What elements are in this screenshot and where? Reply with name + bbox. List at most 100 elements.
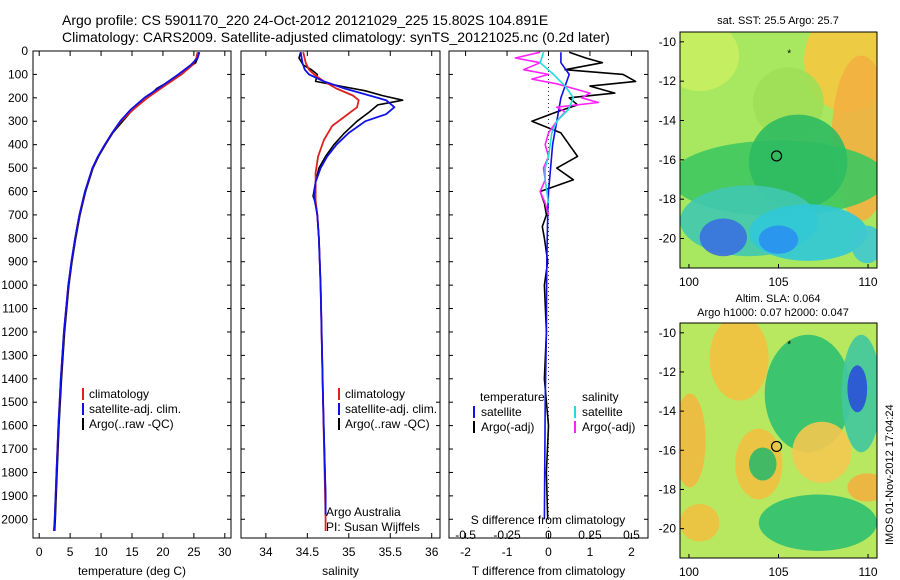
temperature-profile-xtick-label: 30 [218, 545, 232, 559]
depth-tick-label: 1200 [1, 325, 28, 339]
sla-map-ytick-label: -12 [659, 365, 677, 379]
salinity-profile-xlabel: salinity [322, 564, 359, 578]
sst-map-blob [748, 114, 848, 209]
depth-tick-label: 800 [8, 231, 28, 245]
sst-map-blob [758, 225, 799, 254]
depth-tick-label: 500 [8, 161, 28, 175]
profile-title-line2: Climatology: CARS2009. Satellite-adjuste… [62, 29, 610, 45]
temperature-profile-xtick-label: 5 [67, 545, 74, 559]
sla-map-ytick-label: -14 [659, 404, 677, 418]
difference-profile-xtick-label: -1 [502, 545, 513, 559]
salinity-argo-difference-line [514, 51, 600, 216]
sla-map-ytick-label: -18 [659, 482, 677, 496]
sst-map-star-marker: * [787, 49, 791, 60]
salinity-legend-label: climatology [345, 387, 405, 401]
sst-map-blob [699, 218, 747, 257]
difference-profile-xlabel: T difference from climatology [472, 564, 626, 578]
sst-map-blob [851, 225, 877, 264]
sst-map-ytick-label: -10 [659, 35, 677, 49]
sst-map-ytick-label: -20 [659, 232, 677, 246]
salinity-profile-frame [240, 50, 441, 539]
s-difference-tick-label: -0.5 [455, 528, 476, 542]
sst-map-group [679, 31, 878, 269]
sst-map-xtick-label: 110 [858, 275, 877, 289]
difference-legend-label: satellite [481, 405, 522, 419]
temperature-satellite-line [53, 51, 201, 532]
argo-australia-label: Argo Australia [326, 505, 401, 519]
depth-tick-label: 700 [8, 208, 28, 222]
temperature-legend-label: satellite-adj. clim. [89, 402, 181, 416]
depth-tick-label: 1700 [1, 442, 28, 456]
temperature-argo-line [53, 52, 200, 532]
sla-map-xtick-label: 110 [858, 565, 877, 579]
sla-map-float-marker [770, 440, 783, 453]
sst-map-field [680, 32, 877, 268]
temperature-profile-frame [32, 50, 232, 539]
s-difference-tick-label: 0.25 [578, 528, 602, 542]
salinity-profile-xtick-label: 34.5 [296, 545, 320, 559]
sla-map-xtick-label: 100 [679, 565, 699, 579]
salinity-legend-label: Argo(..raw -QC) [345, 417, 430, 431]
sla-map-xtick-label: 105 [768, 565, 788, 579]
depth-tick-label: 2000 [1, 512, 28, 526]
depth-tick-label: 1400 [1, 372, 28, 386]
depth-tick-label: 600 [8, 184, 28, 198]
sst-map-ytick-label: -16 [659, 153, 677, 167]
depth-tick-label: 900 [8, 255, 28, 269]
sla-map-blob [847, 473, 877, 502]
depth-tick-label: 1100 [2, 302, 28, 316]
sla-map-ytick-label: -16 [659, 443, 677, 457]
difference-legend-title-temperature: temperature [480, 390, 545, 404]
depth-tick-label: 200 [8, 91, 28, 105]
temperature-legend-label: climatology [89, 387, 149, 401]
sla-map-title: Altim. SLA: 0.064 [736, 293, 821, 305]
temperature-profile-xtick-label: 0 [36, 545, 43, 559]
salinity-satellite-difference-line [539, 51, 575, 204]
sst-map-title: sat. SST: 25.5 Argo: 25.7 [717, 15, 839, 27]
difference-legend-label: satellite [582, 405, 623, 419]
temperature-profile-xlabel: temperature (deg C) [78, 564, 186, 578]
temperature-profile-xtick-label: 10 [94, 545, 108, 559]
salinity-legend-label: satellite-adj. clim. [345, 402, 437, 416]
sla-map-blob [847, 365, 868, 413]
difference-legend-title-salinity: salinity [582, 390, 619, 404]
sla-map-blob [680, 503, 720, 542]
depth-tick-label: 1800 [1, 465, 28, 479]
sla-map-ytick-label: -20 [659, 522, 677, 536]
temperature-profile-xtick-label: 20 [156, 545, 170, 559]
salinity-satellite-line [299, 52, 396, 515]
sst-map-ytick-label: -12 [659, 74, 677, 88]
sla-map-subtitle: Argo h1000: 0.07 h2000: 0.047 [697, 307, 849, 319]
difference-profile-xtick-label: 1 [587, 545, 594, 559]
difference-profile-frame [448, 50, 649, 539]
salinity-profile-xtick-label: 34 [259, 545, 273, 559]
sst-map-ytick-label: -14 [659, 114, 677, 128]
temperature-legend-label: Argo(..raw -QC) [89, 417, 174, 431]
sla-map-star-marker: * [787, 340, 791, 351]
sla-map-blob [709, 323, 769, 401]
temperature-profile-xtick-label: 15 [125, 545, 139, 559]
sla-map-ytick-label: -10 [659, 326, 677, 340]
depth-tick-label: 1000 [1, 278, 28, 292]
sla-map-group [679, 322, 878, 559]
salinity-argo-line [298, 51, 404, 515]
difference-legend-label: Argo(-adj) [582, 420, 635, 434]
temperature-satellite-difference-line [543, 52, 571, 520]
sst-map-xtick-label: 100 [679, 275, 699, 289]
difference-profile-xtick-label: -2 [460, 545, 471, 559]
s-difference-axis-label: S difference from climatology [471, 513, 626, 527]
s-difference-tick-label: 0.5 [623, 528, 640, 542]
depth-tick-label: 1900 [1, 489, 28, 503]
salinity-climatology-line [302, 51, 360, 531]
depth-tick-label: 300 [8, 114, 28, 128]
sst-map-blob [680, 32, 740, 91]
depth-tick-label: 1500 [1, 395, 28, 409]
salinity-profile-xtick-label: 35.5 [379, 545, 403, 559]
depth-tick-label: 1600 [1, 419, 28, 433]
sla-map-blob [758, 494, 877, 551]
salinity-profile-xtick-label: 36 [425, 545, 439, 559]
depth-tick-label: 100 [8, 67, 28, 81]
sla-map-blob [792, 421, 852, 483]
sla-map-blob [748, 447, 777, 481]
